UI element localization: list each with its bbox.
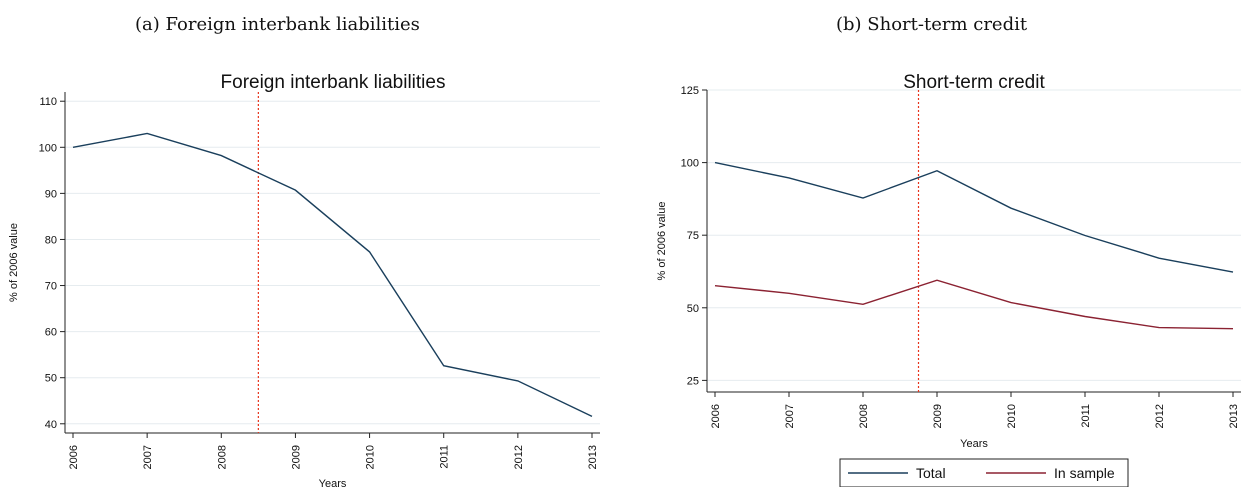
chart-title: Foreign interbank liabilities	[221, 72, 446, 93]
y-tick-label: 70	[45, 281, 57, 293]
y-tick-label: 100	[681, 158, 699, 170]
caption-b: (b) Short-term credit	[836, 14, 1028, 35]
x-axis-label: Years	[319, 478, 347, 487]
x-tick-label: 2012	[513, 445, 525, 469]
x-tick-label: 2011	[439, 445, 451, 469]
x-tick-label: 2009	[932, 404, 944, 428]
y-tick-label: 90	[45, 188, 57, 200]
y-tick-label: 25	[687, 375, 699, 387]
x-tick-label: 2008	[216, 445, 228, 469]
y-tick-label: 50	[687, 303, 699, 315]
x-tick-label: 2007	[142, 445, 154, 469]
y-axis-label: % of 2006 value	[656, 202, 668, 281]
caption-a: (a) Foreign interbank liabilities	[135, 14, 420, 35]
legend-label-0: Total	[916, 465, 946, 481]
x-tick-label: 2010	[365, 445, 377, 469]
y-tick-label: 125	[681, 85, 699, 97]
x-tick-label: 2007	[784, 404, 796, 428]
y-tick-label: 80	[45, 234, 57, 246]
series-line-0	[714, 161, 1234, 273]
y-tick-label: 40	[45, 419, 57, 431]
y-tick-label: 110	[39, 96, 57, 108]
x-tick-label: 2011	[1080, 404, 1092, 428]
x-tick-label: 2012	[1154, 404, 1166, 428]
chart-foreign-interbank-liabilities: 40 50 60 70 80 90 100 110 2006 2007 2008 2009 2010 20…	[8, 72, 600, 487]
y-tick-label: 100	[39, 142, 57, 154]
y-tick-label: 75	[687, 230, 699, 242]
series-line-1	[714, 279, 1234, 330]
x-tick-label: 2013	[587, 445, 599, 469]
x-tick-label: 2008	[858, 404, 870, 428]
x-tick-label: 2009	[290, 445, 302, 469]
chart-short-term-credit: 25 50 75 100 125 2006 2007 2008 2009 2010 2011 2012…	[656, 72, 1241, 487]
chart-title: Short-term credit	[903, 72, 1045, 93]
y-axis-label: % of 2006 value	[8, 223, 20, 302]
x-tick-label: 2010	[1006, 404, 1018, 428]
x-axis-label: Years	[960, 438, 988, 450]
x-tick-label: 2006	[68, 445, 80, 469]
legend-label-1: In sample	[1054, 465, 1115, 481]
series-line-0	[72, 132, 593, 418]
y-tick-label: 50	[45, 373, 57, 385]
x-tick-label: 2006	[710, 404, 722, 428]
x-tick-label: 2013	[1228, 404, 1240, 428]
y-tick-label: 60	[45, 327, 57, 339]
